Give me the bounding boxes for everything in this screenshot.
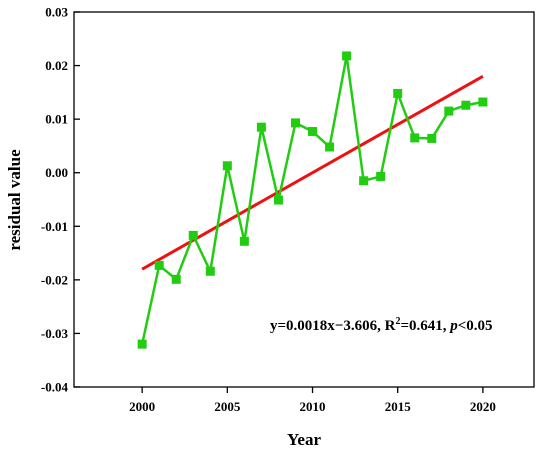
data-point xyxy=(461,100,471,110)
y-tick-label: 0.02 xyxy=(45,58,68,73)
series-line xyxy=(140,55,484,345)
data-point xyxy=(137,339,147,349)
data-point xyxy=(308,126,318,136)
x-axis-label: Year xyxy=(287,430,321,449)
y-tick-label: 0.03 xyxy=(45,5,68,20)
x-tick-label: 2000 xyxy=(129,399,155,414)
y-tick-label: 0.00 xyxy=(45,165,68,180)
trend-line xyxy=(141,74,484,271)
data-point xyxy=(478,97,488,107)
data-point xyxy=(205,266,215,276)
y-tick-label: -0.04 xyxy=(41,380,69,395)
data-point xyxy=(188,230,198,240)
data-point xyxy=(154,260,164,270)
data-point xyxy=(427,133,437,143)
data-point xyxy=(273,195,283,205)
annotation-equation: y=0.0018x−3.606, R xyxy=(270,318,396,334)
y-axis-label: residual value xyxy=(5,149,24,251)
annotation-r2: =0.641, xyxy=(400,318,450,334)
data-point xyxy=(376,171,386,181)
data-point xyxy=(393,88,403,98)
annotation-p: p xyxy=(448,318,458,334)
x-tick-label: 2010 xyxy=(300,399,326,414)
data-point xyxy=(290,118,300,128)
x-tick-label: 2005 xyxy=(214,399,241,414)
y-axis: -0.04 -0.03 -0.02 -0.01 0.00 0.01 0.02 0.03 xyxy=(41,5,80,395)
data-point xyxy=(239,236,249,246)
y-tick-label: -0.03 xyxy=(41,326,69,341)
data-point xyxy=(359,176,369,186)
plot-frame xyxy=(73,11,535,388)
data-point xyxy=(325,142,335,152)
x-tick-label: 2020 xyxy=(470,399,496,414)
data-point xyxy=(410,133,420,143)
data-point xyxy=(256,122,266,132)
data-point xyxy=(342,51,352,61)
data-point xyxy=(444,106,454,116)
data-point xyxy=(222,161,232,171)
regression-annotation: y=0.0018x−3.606, R2=0.641, p<0.05 xyxy=(270,316,493,334)
y-tick-label: -0.02 xyxy=(41,272,68,287)
data-markers xyxy=(137,51,488,349)
data-point xyxy=(171,274,181,284)
x-axis: 2000 2005 2010 2015 2020 xyxy=(129,387,496,414)
x-tick-label: 2015 xyxy=(385,399,412,414)
annotation-superscript: 2 xyxy=(395,316,400,327)
annotation-p-value: <0.05 xyxy=(458,318,493,334)
y-tick-label: -0.01 xyxy=(41,219,68,234)
y-tick-label: 0.01 xyxy=(45,112,68,127)
